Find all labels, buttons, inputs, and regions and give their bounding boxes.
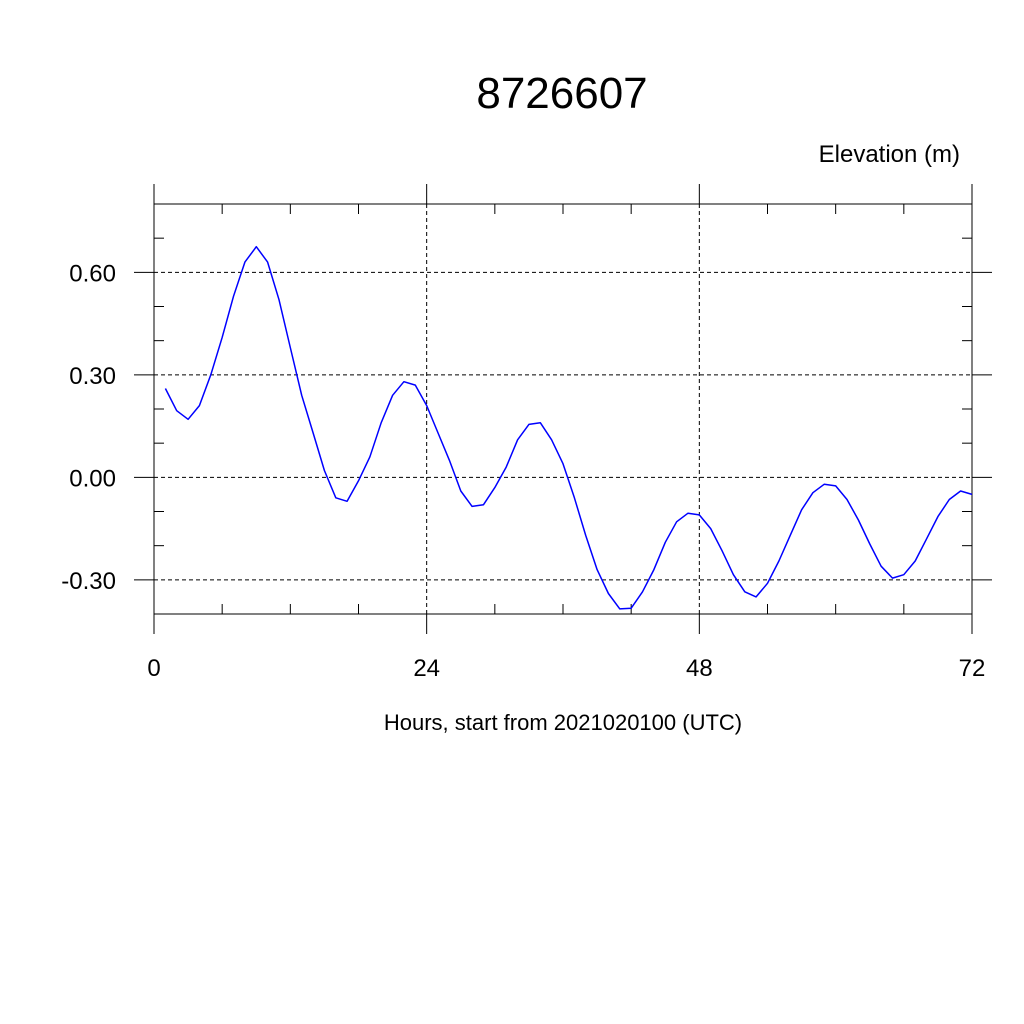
x-axis-label: Hours, start from 2021020100 (UTC) [384, 710, 742, 735]
units-label: Elevation (m) [819, 141, 960, 168]
y-tick-label: 0.30 [69, 363, 116, 390]
axes [134, 184, 992, 634]
y-tick-label: 0.00 [69, 465, 116, 492]
x-tick-label: 24 [413, 655, 440, 682]
series [164, 245, 973, 610]
tick-labels: 0 24 48 72 -0.30 0.00 0.30 0.60 [61, 260, 985, 682]
x-tick-label: 72 [959, 655, 986, 682]
y-tick-label: 0.60 [69, 260, 116, 287]
plot-frame [153, 203, 973, 615]
y-tick-label: -0.30 [61, 568, 116, 595]
x-tick-label: 48 [686, 655, 713, 682]
grid [154, 204, 972, 614]
chart-title: 8726607 [476, 69, 647, 118]
elevation-series-line [164, 245, 973, 610]
x-tick-label: 0 [147, 655, 160, 682]
